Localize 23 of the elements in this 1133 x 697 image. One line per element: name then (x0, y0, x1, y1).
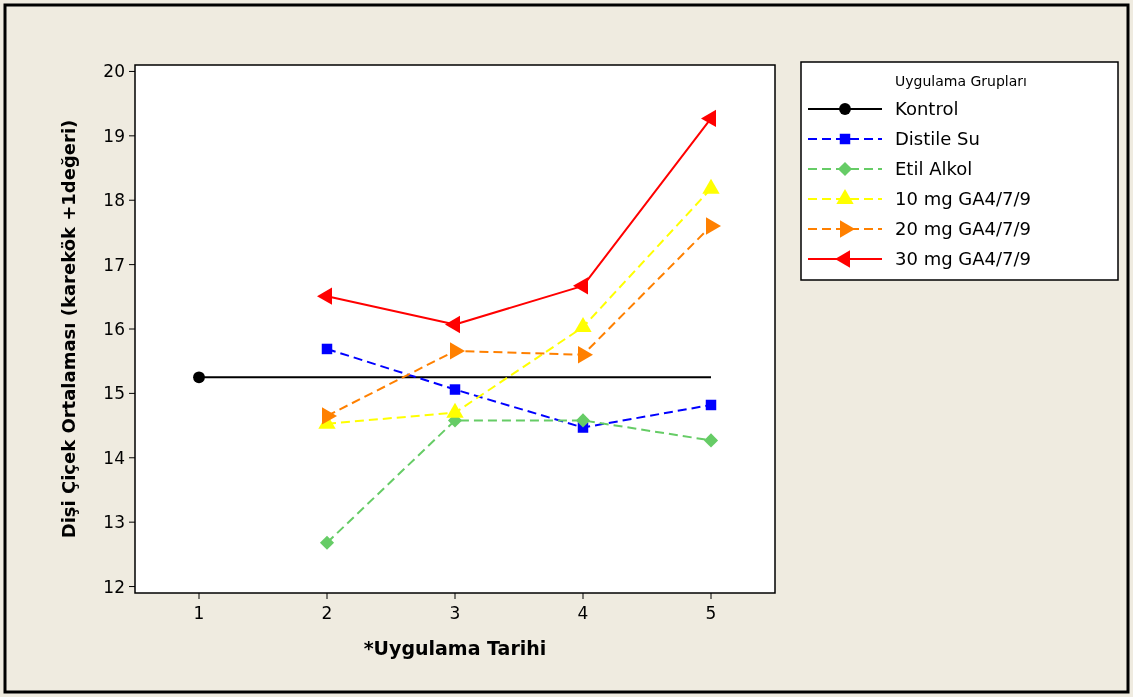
y-tick-label: 20 (103, 61, 125, 82)
x-tick-label: 1 (193, 603, 205, 623)
y-tick-label: 14 (103, 447, 125, 468)
y-tick-label: 15 (103, 383, 125, 404)
x-tick-label: 3 (449, 603, 461, 623)
y-tick-label: 16 (103, 318, 125, 339)
y-tick-label: 12 (103, 576, 125, 597)
y-tick-label: 13 (103, 512, 125, 533)
legend-label: Kontrol (895, 98, 959, 120)
x-axis-title: *Uygulama Tarihi (363, 637, 547, 659)
legend-title: Uygulama Grupları (895, 73, 1027, 89)
y-tick-label: 19 (103, 125, 125, 146)
legend-label: 30 mg GA4/7/9 (895, 248, 1032, 270)
legend-label: 20 mg GA4/7/9 (895, 218, 1032, 240)
y-axis-title: Dişi Çiçek Ortalaması (karekök +1değeri) (58, 119, 79, 539)
x-tick-label: 4 (577, 603, 589, 623)
y-tick-label: 18 (103, 190, 125, 211)
x-tick-label: 2 (321, 603, 333, 623)
y-tick-label: 17 (103, 254, 125, 275)
legend-label: Distile Su (895, 128, 980, 150)
legend-label: 10 mg GA4/7/9 (895, 188, 1032, 210)
legend-label: Etil Alkol (895, 158, 973, 180)
x-tick-label: 5 (705, 603, 717, 623)
